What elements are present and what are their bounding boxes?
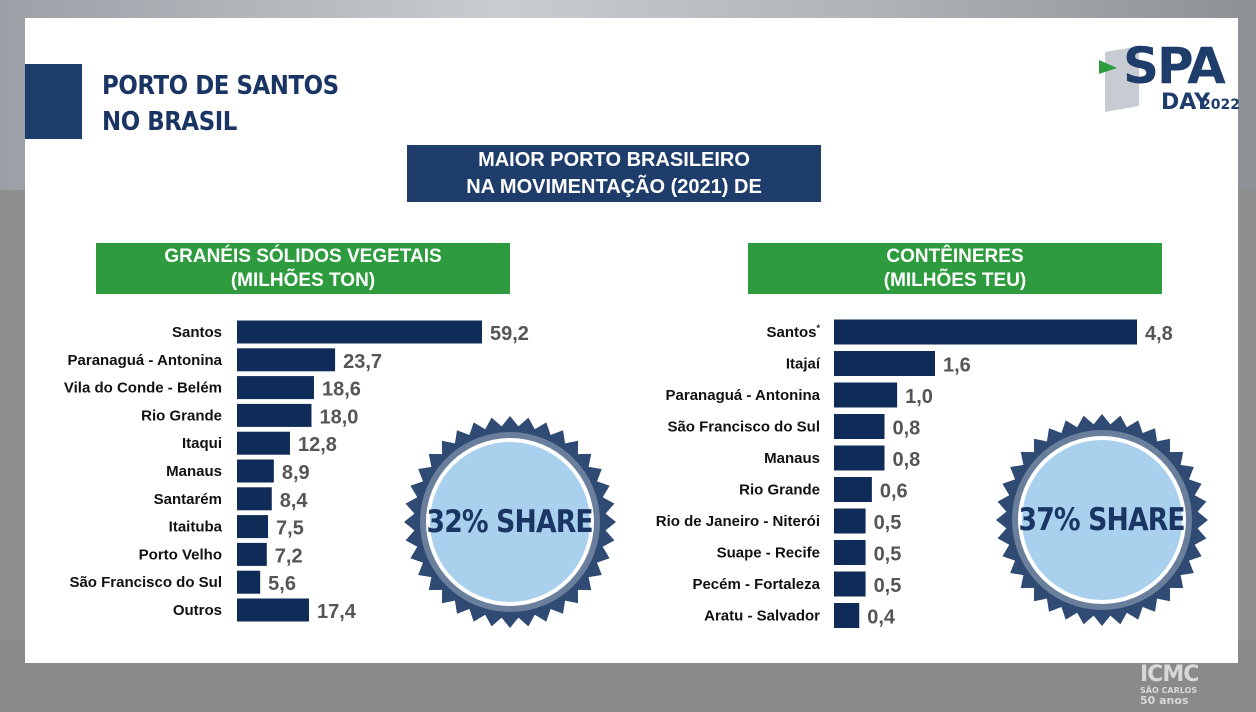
title-accent-block bbox=[25, 64, 82, 139]
grain-value-label: 8,9 bbox=[282, 462, 310, 484]
grain-bar bbox=[237, 598, 310, 622]
container-bar bbox=[834, 508, 866, 534]
footer-logo-years: 50 anos bbox=[1140, 694, 1189, 707]
grain-value-label: 59,2 bbox=[490, 323, 529, 345]
grain-value-label: 8,4 bbox=[280, 490, 309, 512]
spa-day-logo: SPA DAY 2022 bbox=[1095, 36, 1240, 126]
grain-category-label: Itaituba bbox=[169, 519, 223, 536]
footer-logo-city: SÃO CARLOS bbox=[1140, 686, 1198, 695]
left-chart-header: GRANÉIS SÓLIDOS VEGETAIS (MILHÕES TON) bbox=[96, 243, 510, 294]
logo-day: DAY bbox=[1161, 90, 1211, 115]
container-category-label: Itajaí bbox=[786, 356, 821, 373]
grain-value-label: 7,5 bbox=[276, 518, 304, 540]
container-value-label: 0,8 bbox=[893, 449, 921, 471]
container-bar bbox=[834, 445, 885, 471]
container-category-label: Pecém - Fortaleza bbox=[692, 576, 820, 593]
grain-category-label: Manaus bbox=[166, 463, 222, 480]
container-category-label: Santos* bbox=[766, 323, 820, 341]
container-bar bbox=[834, 603, 860, 628]
container-value-label: 1,6 bbox=[943, 355, 971, 377]
container-bar bbox=[834, 414, 885, 439]
container-bar bbox=[834, 319, 1137, 345]
grain-value-label: 12,8 bbox=[298, 434, 337, 456]
right-header-line2: (MILHÕES TEU) bbox=[883, 270, 1027, 291]
grain-value-label: 18,0 bbox=[319, 406, 358, 428]
grain-value-label: 23,7 bbox=[343, 351, 382, 373]
grain-bar bbox=[237, 542, 267, 566]
container-bar bbox=[834, 571, 866, 597]
left-header-line1: GRANÉIS SÓLIDOS VEGETAIS bbox=[164, 246, 442, 267]
grain-value-label: 7,2 bbox=[275, 545, 303, 567]
container-category-label: Suape - Recife bbox=[717, 545, 820, 562]
container-value-label: 0,5 bbox=[874, 512, 902, 534]
page-title: PORTO DE SANTOS NO BRASIL bbox=[102, 68, 402, 140]
grain-category-label: Porto Velho bbox=[139, 546, 222, 563]
container-value-label: 4,8 bbox=[1145, 323, 1173, 345]
right-share-badge: 37% SHARE bbox=[994, 412, 1210, 628]
container-value-label: 0,4 bbox=[867, 607, 896, 629]
page-title-line2: NO BRASIL bbox=[102, 107, 237, 137]
grain-category-label: Rio Grande bbox=[141, 407, 222, 424]
container-value-label: 0,8 bbox=[893, 418, 921, 440]
left-header-line2: (MILHÕES TON) bbox=[230, 270, 376, 291]
container-category-label: Paranaguá - Antonina bbox=[666, 387, 821, 404]
grain-category-label: Santarém bbox=[154, 491, 222, 508]
container-category-label: Aratu - Salvador bbox=[704, 608, 820, 625]
grain-bar bbox=[237, 403, 312, 427]
grain-bar bbox=[237, 487, 272, 511]
main-banner-line2: NA MOVIMENTAÇÃO (2021) DE bbox=[466, 176, 762, 198]
grain-category-label: São Francisco do Sul bbox=[69, 574, 222, 591]
right-share-text: 37% SHARE bbox=[1018, 502, 1186, 538]
container-bar bbox=[834, 540, 866, 565]
container-value-label: 0,5 bbox=[874, 544, 902, 566]
slide: PORTO DE SANTOS NO BRASIL SPA DAY 2022 M… bbox=[25, 18, 1240, 663]
grain-bar bbox=[237, 376, 314, 400]
main-banner-line1: MAIOR PORTO BRASILEIRO bbox=[478, 149, 750, 171]
grain-bar bbox=[237, 459, 274, 483]
grain-bar bbox=[237, 570, 261, 594]
grain-category-label: Santos bbox=[172, 324, 222, 341]
left-share-text: 32% SHARE bbox=[426, 504, 594, 540]
grain-category-label: Itaqui bbox=[182, 435, 222, 452]
container-value-label: 0,5 bbox=[874, 575, 902, 597]
right-chart-header: CONTÊINERES (MILHÕES TEU) bbox=[748, 243, 1162, 294]
page-title-line1: PORTO DE SANTOS bbox=[102, 71, 339, 101]
grain-category-label: Outros bbox=[173, 602, 222, 619]
container-category-label: Rio Grande bbox=[739, 482, 820, 499]
main-banner: MAIOR PORTO BRASILEIRO NA MOVIMENTAÇÃO (… bbox=[407, 145, 821, 202]
container-bar-chart: Santos* 4,8 Itajaí 1,6 Paranaguá - Antonina 1… bbox=[656, 319, 1173, 629]
seal-icon bbox=[404, 416, 616, 628]
grain-value-label: 5,6 bbox=[268, 573, 296, 595]
container-value-label: 0,6 bbox=[880, 481, 908, 503]
grain-value-label: 18,6 bbox=[322, 379, 361, 401]
grain-bar bbox=[237, 515, 269, 539]
seal-icon bbox=[996, 414, 1208, 626]
footer-logo-name: ICMC bbox=[1140, 662, 1199, 687]
right-header-line1: CONTÊINERES bbox=[886, 246, 1024, 267]
container-bar bbox=[834, 477, 872, 502]
logo-word: SPA bbox=[1123, 37, 1226, 95]
container-value-label: 1,0 bbox=[905, 386, 933, 408]
grain-bar-chart: Santos 59,2 Paranaguá - Antonina 23,7 Vila d… bbox=[64, 320, 529, 623]
container-category-label: Rio de Janeiro - Niterói bbox=[656, 513, 820, 530]
grain-value-label: 17,4 bbox=[317, 601, 357, 623]
grain-category-label: Paranaguá - Antonina bbox=[68, 352, 223, 369]
container-category-label: São Francisco do Sul bbox=[667, 419, 820, 436]
left-share-badge: 32% SHARE bbox=[402, 414, 618, 630]
grain-category-label: Vila do Conde - Belém bbox=[64, 380, 222, 397]
logo-year: 2022 bbox=[1201, 97, 1240, 113]
grain-bar bbox=[237, 431, 290, 455]
spa-logo-mark-icon bbox=[1099, 46, 1139, 112]
grain-bar bbox=[237, 320, 482, 344]
container-bar bbox=[834, 351, 935, 376]
container-category-label: Manaus bbox=[764, 450, 820, 467]
icmc-footer-logo: ICMC SÃO CARLOS 50 anos bbox=[1140, 662, 1199, 707]
container-bar bbox=[834, 382, 898, 408]
grain-bar bbox=[237, 348, 336, 372]
